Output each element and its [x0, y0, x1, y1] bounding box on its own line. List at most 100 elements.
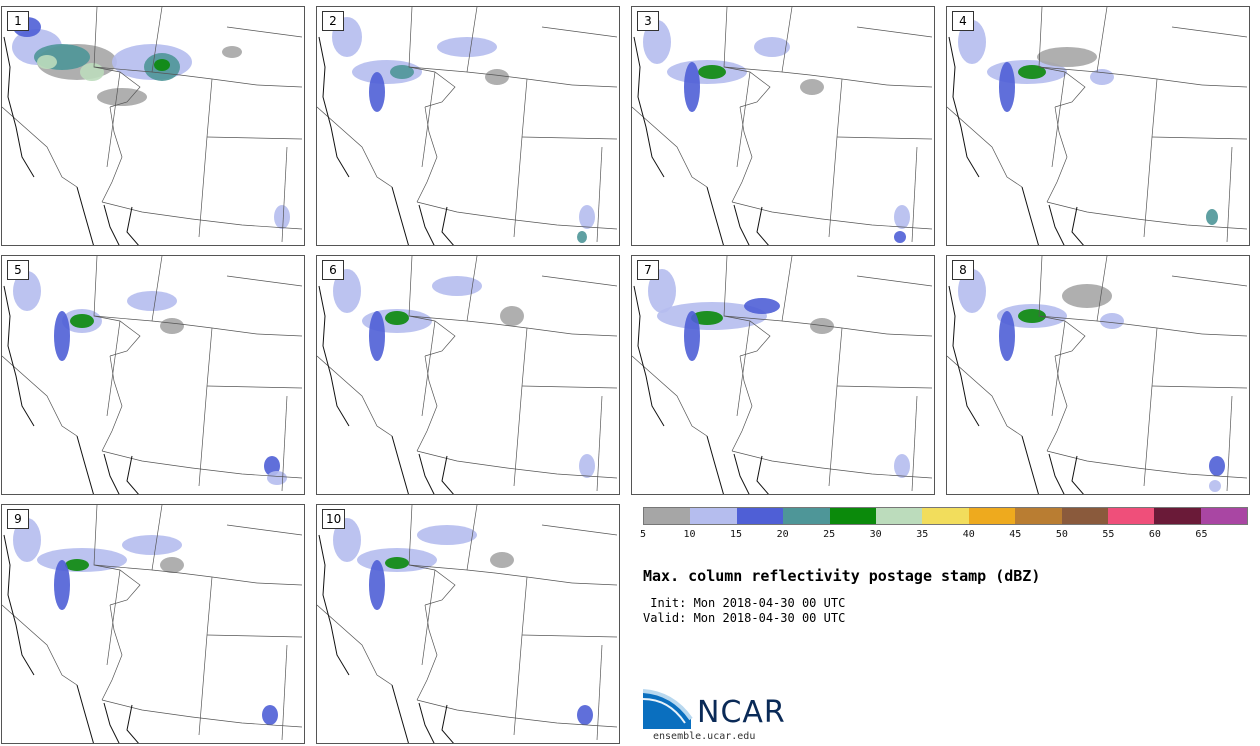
reflectivity-map [947, 256, 1248, 494]
colorbar-tick-label: 55 [1102, 529, 1115, 540]
state-boundary [466, 320, 573, 335]
state-boundary [416, 201, 618, 230]
state-boundary [101, 450, 303, 479]
reflectivity-echo [37, 55, 57, 69]
state-boundary [101, 201, 303, 230]
state-boundary [101, 699, 303, 728]
reflectivity-echo [417, 525, 477, 545]
coastline [318, 534, 350, 676]
colorbar-swatch [1154, 508, 1201, 524]
reflectivity-echo [274, 205, 290, 229]
state-boundary [1038, 256, 1108, 322]
coastline [418, 702, 435, 743]
coastline [103, 702, 120, 743]
state-boundary [947, 355, 1023, 437]
coastline [441, 206, 454, 245]
state-boundary [106, 569, 121, 666]
member-number: 8 [952, 260, 974, 280]
colorbar-swatch [690, 508, 737, 524]
state-boundary [736, 71, 751, 168]
state-boundary [281, 644, 288, 741]
reflectivity-colorbar [643, 507, 1248, 525]
colorbar-tick-label: 25 [823, 529, 836, 540]
reflectivity-echo [698, 65, 726, 79]
reflectivity-echo [1209, 480, 1221, 492]
state-boundary [541, 275, 618, 287]
state-boundary [256, 582, 303, 586]
state-boundary [856, 275, 933, 287]
coastline [756, 206, 769, 245]
state-boundary [828, 327, 843, 487]
coastline [633, 285, 665, 427]
state-boundary [886, 333, 933, 337]
reflectivity-map [317, 7, 618, 245]
init-time: Init: Mon 2018-04-30 00 UTC [643, 596, 846, 610]
state-boundary [731, 201, 933, 230]
reflectivity-echo [810, 318, 834, 334]
state-boundary [1171, 275, 1248, 287]
postage-stamp-panel-10: 10 [316, 504, 620, 744]
coastline [103, 453, 120, 494]
member-number: 7 [637, 260, 659, 280]
reflectivity-echo [333, 269, 361, 313]
state-boundary [731, 106, 753, 203]
reflectivity-echo [160, 318, 184, 334]
state-boundary [101, 355, 123, 452]
state-boundary [632, 106, 708, 188]
coastline [756, 455, 769, 494]
state-boundary [408, 505, 478, 571]
coastline [391, 684, 409, 743]
coastline [418, 204, 435, 245]
state-boundary [1096, 71, 1203, 86]
state-boundary [856, 26, 933, 38]
colorbar-swatch [1061, 508, 1108, 524]
state-boundary [1226, 146, 1233, 243]
reflectivity-echo [122, 535, 182, 555]
state-boundary [836, 385, 933, 389]
state-boundary [596, 146, 603, 243]
state-boundary [226, 26, 303, 38]
reflectivity-echo [894, 454, 910, 478]
colorbar-swatch [968, 508, 1016, 524]
state-boundary [513, 78, 528, 238]
state-boundary [596, 395, 603, 492]
logo-wordmark: NCAR [697, 695, 786, 730]
reflectivity-echo [80, 63, 104, 81]
state-boundary [226, 275, 303, 287]
coastline [76, 186, 94, 245]
coastline [3, 36, 35, 178]
state-boundary [421, 71, 436, 168]
coastline [441, 455, 454, 494]
state-boundary [1038, 315, 1086, 357]
coastline [1021, 186, 1039, 245]
colorbar-tick-label: 40 [962, 529, 975, 540]
colorbar-tick-label: 20 [776, 529, 789, 540]
state-boundary [571, 333, 618, 337]
coastline [1021, 435, 1039, 494]
state-boundary [723, 315, 771, 357]
reflectivity-echo [267, 471, 287, 485]
state-boundary [541, 26, 618, 38]
coastline [76, 684, 94, 743]
coastline [391, 186, 409, 245]
state-boundary [521, 634, 618, 638]
state-boundary [198, 327, 213, 487]
reflectivity-map [632, 256, 933, 494]
state-boundary [723, 256, 793, 322]
reflectivity-echo [70, 314, 94, 328]
state-boundary [408, 315, 456, 357]
state-boundary [828, 78, 843, 238]
logo-url: ensemble.ucar.edu [653, 731, 756, 742]
postage-stamp-panel-1: 1 [1, 6, 305, 246]
reflectivity-echo [390, 65, 414, 79]
state-boundary [1038, 7, 1108, 73]
member-number: 5 [7, 260, 29, 280]
state-boundary [408, 66, 456, 108]
reflectivity-echo [385, 557, 409, 569]
state-boundary [781, 320, 888, 335]
reflectivity-echo [684, 62, 700, 112]
state-boundary [408, 7, 478, 73]
member-number: 9 [7, 509, 29, 529]
reflectivity-echo [800, 79, 824, 95]
state-boundary [736, 320, 751, 417]
